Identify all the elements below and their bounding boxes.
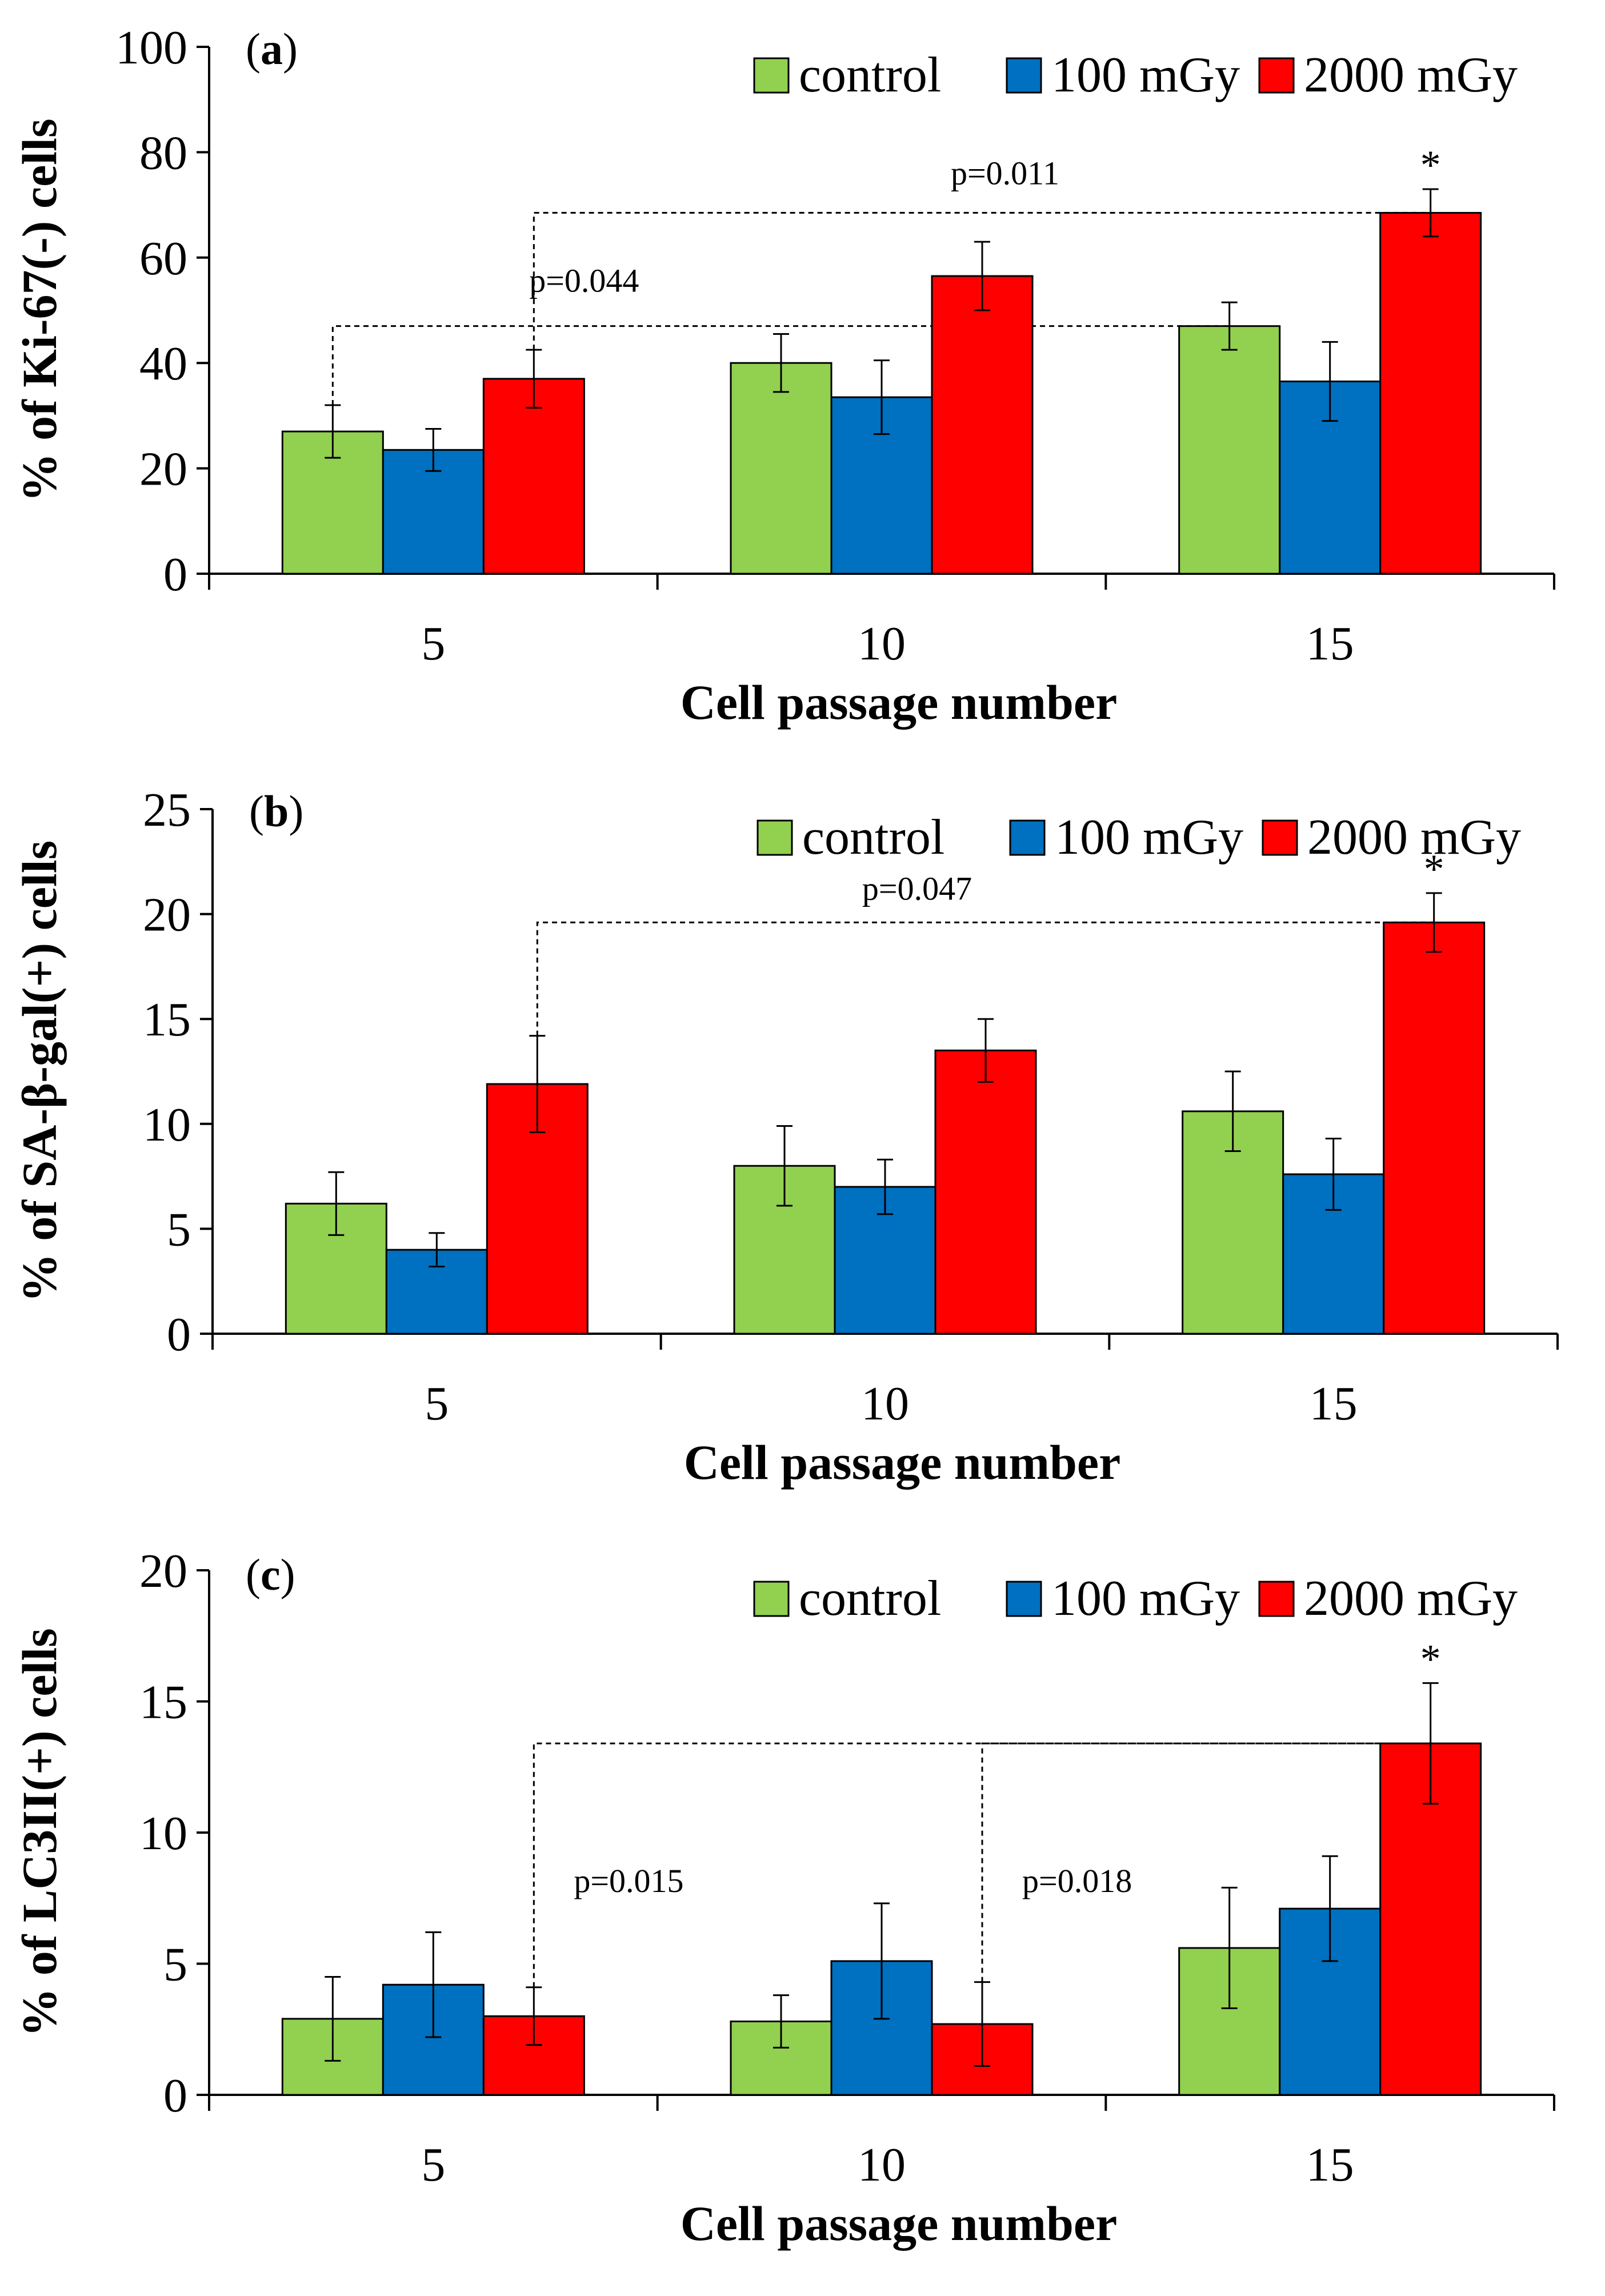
y-tick-label: 60: [139, 232, 187, 285]
significance-bracket: [533, 211, 1431, 350]
y-tick-label: 0: [163, 2069, 187, 2122]
legend-swatch: [1009, 819, 1046, 856]
legend-swatch: [1006, 1581, 1042, 1617]
bar-2000-mgy: [934, 1049, 1037, 1335]
bar-2000-mgy: [931, 275, 1034, 575]
significance-star: *: [1420, 1636, 1441, 1682]
y-tick-label: 40: [139, 337, 187, 390]
y-tick-label: 5: [167, 1203, 191, 1256]
x-tick-label: 5: [421, 2138, 445, 2191]
x-tick-label: 15: [1306, 2138, 1354, 2191]
p-value-label: p=0.047: [862, 870, 972, 907]
x-axis-title: Cell passage number: [681, 675, 1117, 730]
x-tick-label: 15: [1306, 617, 1354, 670]
panel-label: (c): [246, 1550, 295, 1599]
legend-swatch: [1258, 1581, 1295, 1617]
bar-2000-mgy: [1379, 211, 1482, 575]
legend-swatch: [1006, 57, 1042, 94]
legend-swatch: [753, 1581, 790, 1617]
panel-c: 0 5 10 15 20 5 10 15 Cell passage number % of LC3…: [12, 1545, 1555, 2251]
y-tick-label: 10: [139, 1807, 187, 1860]
y-tick-label: 20: [139, 443, 187, 496]
legend-label: 2000 mGy: [1304, 47, 1518, 103]
bar-100-mgy: [382, 1983, 485, 2096]
significance-bracket: [331, 325, 1230, 405]
p-value-label: p=0.015: [574, 1862, 683, 1899]
significance-bracket: [536, 921, 1434, 1036]
significance-bracket: [981, 1742, 1431, 1982]
y-axis-title: % of SA-β-gal(+) cells: [12, 841, 67, 1302]
y-tick-label: 15: [143, 993, 191, 1046]
legend: control 100 mGy 2000 mGy: [753, 47, 1518, 103]
y-tick-label: 20: [139, 1545, 187, 1598]
significance-star: *: [1420, 142, 1441, 188]
significance-star: *: [1424, 846, 1444, 892]
y-axis-title: % of LC3II(+) cells: [12, 1628, 67, 2037]
bar-control: [730, 362, 832, 575]
panel-a: 0 20 40 60 80 100 5 10 15 Cell passage number % of…: [12, 21, 1555, 730]
y-tick-label: 5: [163, 1938, 187, 1991]
legend-label: control: [802, 810, 944, 865]
legend-label: 100 mGy: [1051, 47, 1240, 103]
legend: control 100 mGy 2000 mGy: [753, 1571, 1518, 1626]
panel-b: 0 5 10 15 20 25 5 10 15 Cell passage number % of S…: [12, 783, 1559, 1490]
legend-label: 2000 mGy: [1304, 1571, 1518, 1626]
legend-label: 100 mGy: [1051, 1571, 1240, 1626]
x-axis-title: Cell passage number: [681, 2196, 1117, 2251]
y-axis-title: % of Ki-67(-) cells: [12, 118, 67, 502]
y-tick-label: 0: [163, 548, 187, 601]
x-tick-label: 5: [425, 1377, 449, 1430]
panel-label: (b): [249, 786, 303, 836]
x-axis-title: Cell passage number: [684, 1435, 1120, 1490]
bar-control: [1178, 325, 1281, 575]
p-value-label: p=0.018: [1022, 1862, 1132, 1899]
x-tick-label: 5: [421, 617, 445, 670]
legend-label: 2000 mGy: [1307, 810, 1521, 865]
p-value-label: p=0.044: [529, 262, 639, 299]
bar-2000-mgy: [1379, 1742, 1482, 2096]
legend-label: 100 mGy: [1055, 810, 1243, 865]
legend-swatch: [1258, 57, 1295, 94]
x-tick-label: 15: [1310, 1377, 1358, 1430]
y-tick-label: 25: [143, 783, 191, 837]
x-tick-label: 10: [858, 2138, 906, 2191]
legend-label: control: [799, 47, 941, 103]
legend-swatch: [1262, 819, 1298, 856]
bar-2000-mgy: [1383, 921, 1486, 1335]
bar-2000-mgy: [482, 378, 585, 575]
y-tick-label: 15: [139, 1676, 187, 1729]
y-tick-label: 10: [143, 1098, 191, 1151]
panel-label: (a): [246, 24, 298, 74]
legend-label: control: [799, 1571, 941, 1626]
y-tick-label: 20: [143, 889, 191, 942]
legend-swatch: [753, 57, 790, 94]
x-tick-label: 10: [858, 617, 906, 670]
y-tick-label: 0: [167, 1308, 191, 1361]
p-value-label: p=0.011: [951, 154, 1059, 191]
x-tick-label: 10: [861, 1377, 909, 1430]
y-tick-label: 100: [115, 21, 187, 74]
legend: control 100 mGy 2000 mGy: [757, 810, 1521, 865]
y-tick-label: 80: [139, 126, 187, 179]
legend-swatch: [757, 819, 793, 856]
